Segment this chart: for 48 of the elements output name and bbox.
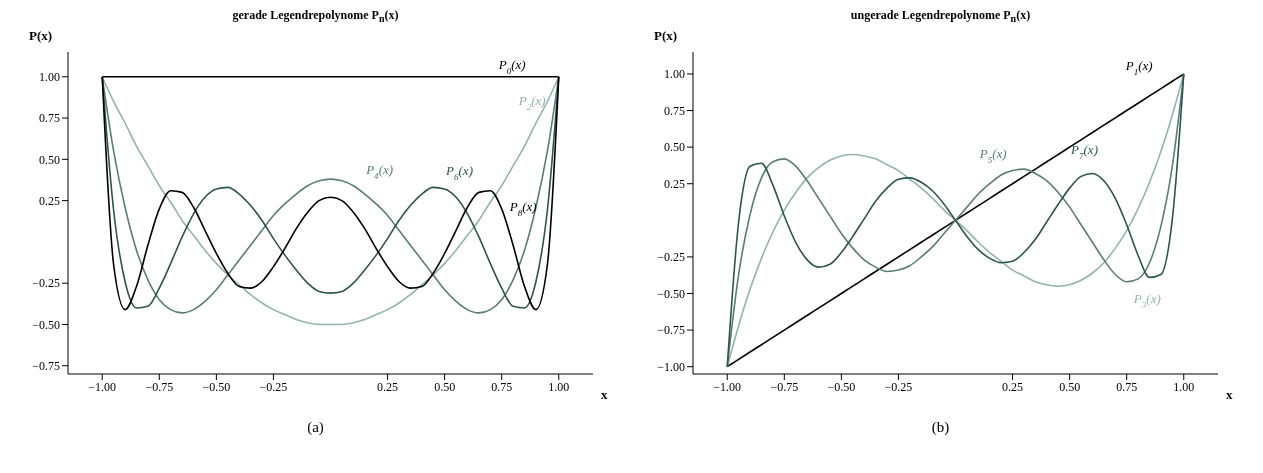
- y-tick-label: −0.25: [32, 276, 60, 291]
- x-tick-label: −0.75: [145, 379, 174, 394]
- x-tick-label: 0.50: [434, 379, 456, 394]
- series-label: P$_{8}$(x): [508, 199, 537, 219]
- x-tick-label: −0.50: [202, 379, 231, 394]
- x-tick-label: 1.00: [548, 379, 570, 394]
- x-tick-label: −0.25: [259, 379, 288, 394]
- x-tick-label: −0.50: [827, 379, 856, 394]
- y-axis-title: P(x): [28, 28, 53, 44]
- y-tick-label: −0.50: [657, 287, 685, 302]
- y-tick-label: −0.50: [32, 318, 60, 333]
- y-tick-label: −0.75: [657, 323, 685, 338]
- x-axis-title: x: [1226, 387, 1233, 403]
- y-tick-label: 1.00: [664, 67, 685, 82]
- y-tick-label: 0.25: [39, 194, 60, 209]
- chart-title: gerade Legendrepolynome P$_{n}$(x): [231, 8, 400, 25]
- chart-title: ungerade Legendrepolynome P$_{n}$(x): [849, 8, 1032, 25]
- text: (a): [306, 419, 325, 437]
- x-tick-label: −0.75: [770, 379, 799, 394]
- x-tick-label: 0.25: [377, 379, 399, 394]
- x-tick-label: 0.50: [1059, 379, 1081, 394]
- series-label: P$_{7}$(x): [1070, 142, 1098, 162]
- y-tick-label: 0.50: [664, 140, 685, 155]
- y-tick-label: 0.50: [39, 152, 60, 167]
- y-axis-title: P(x): [653, 28, 678, 44]
- x-tick-label: 0.75: [491, 379, 513, 394]
- x-tick-label: 0.25: [1002, 379, 1024, 394]
- x-tick-label: −1.00: [88, 379, 117, 394]
- series-label: P$_{6}$(x): [445, 163, 473, 183]
- x-axis-title: x: [601, 387, 608, 403]
- series-label: P$_{2}$(x): [517, 93, 546, 113]
- y-tick-label: 0.25: [664, 177, 685, 192]
- y-tick-label: 0.75: [39, 111, 60, 126]
- series-label: P$_{4}$(x): [365, 162, 394, 182]
- text: (b): [930, 419, 951, 437]
- series-label: P$_{0}$(x): [497, 57, 526, 77]
- x-tick-label: 1.00: [1173, 379, 1195, 394]
- text: P$_{3}$(x): [1132, 291, 1161, 311]
- y-tick-label: −0.25: [657, 250, 685, 265]
- x-tick-label: −1.00: [713, 379, 742, 394]
- series-label: P$_{5}$(x): [978, 146, 1007, 166]
- y-tick-label: 1.00: [39, 70, 60, 85]
- y-tick-label: −0.75: [32, 359, 60, 374]
- y-tick-label: 0.75: [664, 104, 685, 119]
- series-label: P$_{1}$(x): [1124, 58, 1153, 78]
- y-tick-label: −1.00: [657, 360, 685, 375]
- x-tick-label: −0.25: [884, 379, 913, 394]
- x-tick-label: 0.75: [1116, 379, 1138, 394]
